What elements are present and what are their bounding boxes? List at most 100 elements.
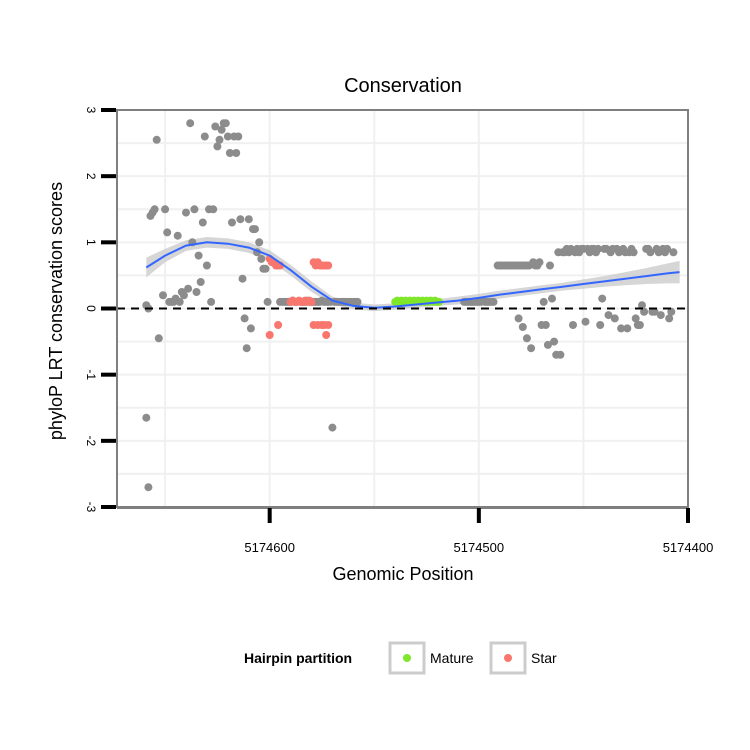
point-other <box>635 321 644 329</box>
point-other <box>617 324 626 333</box>
ci-band <box>146 237 680 312</box>
loess-line <box>145 241 680 309</box>
y-tick-label: 2 <box>84 173 98 180</box>
point-other <box>152 135 161 144</box>
axes: -3 -2 -1 0 1 2 3 5174600 5174500 5174400 <box>84 107 713 555</box>
point-other <box>175 297 184 306</box>
point-other <box>246 324 255 333</box>
point-other <box>263 297 272 306</box>
point-other <box>556 350 565 359</box>
point-other <box>656 311 665 320</box>
point-other <box>242 344 251 353</box>
point-other <box>527 344 536 353</box>
point-other <box>539 297 548 306</box>
point-star <box>265 331 274 339</box>
point-other <box>209 205 218 214</box>
chart-title: Conservation <box>344 75 462 97</box>
point-other <box>161 205 170 214</box>
point-other <box>650 307 659 316</box>
point-other <box>518 323 527 331</box>
point-other <box>234 132 243 141</box>
point-other <box>596 321 605 329</box>
point-other <box>144 483 153 492</box>
point-other <box>631 314 640 323</box>
x-axis-label: Genomic Position <box>332 564 473 584</box>
point-other <box>663 244 672 253</box>
point-other <box>594 244 603 253</box>
point-star <box>322 331 331 339</box>
point-other <box>569 321 577 329</box>
point-other <box>223 132 232 141</box>
x-tick-label: 5174600 <box>244 540 295 555</box>
point-other <box>154 334 163 343</box>
point-other <box>638 301 646 310</box>
x-tick-label: 5174500 <box>454 540 505 555</box>
series-star <box>265 254 333 339</box>
point-other <box>200 132 209 141</box>
point-other <box>221 119 230 128</box>
point-other <box>236 215 245 224</box>
point-other <box>535 258 544 267</box>
y-tick-label: 3 <box>84 107 98 114</box>
point-other <box>646 248 655 257</box>
legend-key-star <box>504 654 512 662</box>
point-star <box>324 261 333 270</box>
point-other <box>353 297 362 306</box>
point-other <box>669 248 678 257</box>
point-other <box>257 254 266 263</box>
legend-title: Hairpin partition <box>244 650 352 666</box>
point-other <box>186 119 195 128</box>
legend-label-star: Star <box>531 650 557 666</box>
point-other <box>228 218 236 227</box>
data-points <box>142 119 678 492</box>
point-other <box>667 307 676 316</box>
y-tick-label: -1 <box>84 369 98 380</box>
point-other <box>255 238 264 247</box>
point-other <box>217 125 226 134</box>
point-other <box>550 337 559 346</box>
point-other <box>240 314 249 323</box>
point-other <box>640 307 649 316</box>
point-other <box>610 314 619 323</box>
point-other <box>184 284 193 293</box>
point-other <box>194 251 203 260</box>
y-tick-label: 0 <box>84 305 98 312</box>
point-other <box>251 225 259 234</box>
point-other <box>196 278 205 286</box>
point-other <box>202 261 211 270</box>
point-other <box>207 297 216 306</box>
confidence-band <box>146 237 680 312</box>
point-other <box>190 205 199 214</box>
point-other <box>244 215 253 224</box>
point-other <box>211 122 220 131</box>
point-other <box>225 149 234 157</box>
y-tick-label: 1 <box>84 239 98 246</box>
legend-label-mature: Mature <box>430 650 474 666</box>
point-other <box>182 208 190 217</box>
point-other <box>232 149 241 157</box>
point-star <box>274 321 283 329</box>
point-other <box>489 297 498 306</box>
point-other <box>328 423 337 432</box>
smooth-curve <box>145 241 680 309</box>
point-other <box>623 324 632 333</box>
point-other <box>541 321 550 329</box>
legend-key-mature <box>403 654 411 662</box>
point-other <box>142 413 151 422</box>
x-tick-label: 5174400 <box>663 540 714 555</box>
point-star <box>324 321 333 329</box>
point-other <box>546 261 554 270</box>
y-tick-label: -3 <box>84 502 98 513</box>
point-other <box>179 291 188 300</box>
y-tick-label: -2 <box>84 435 98 446</box>
point-other <box>598 294 607 303</box>
point-other <box>215 135 224 144</box>
point-other <box>150 205 159 214</box>
legend: Hairpin partition Mature Star <box>244 641 557 675</box>
point-star <box>307 297 316 306</box>
point-other <box>581 317 590 326</box>
point-other <box>548 294 556 303</box>
point-other <box>192 288 201 296</box>
point-other <box>173 231 182 240</box>
